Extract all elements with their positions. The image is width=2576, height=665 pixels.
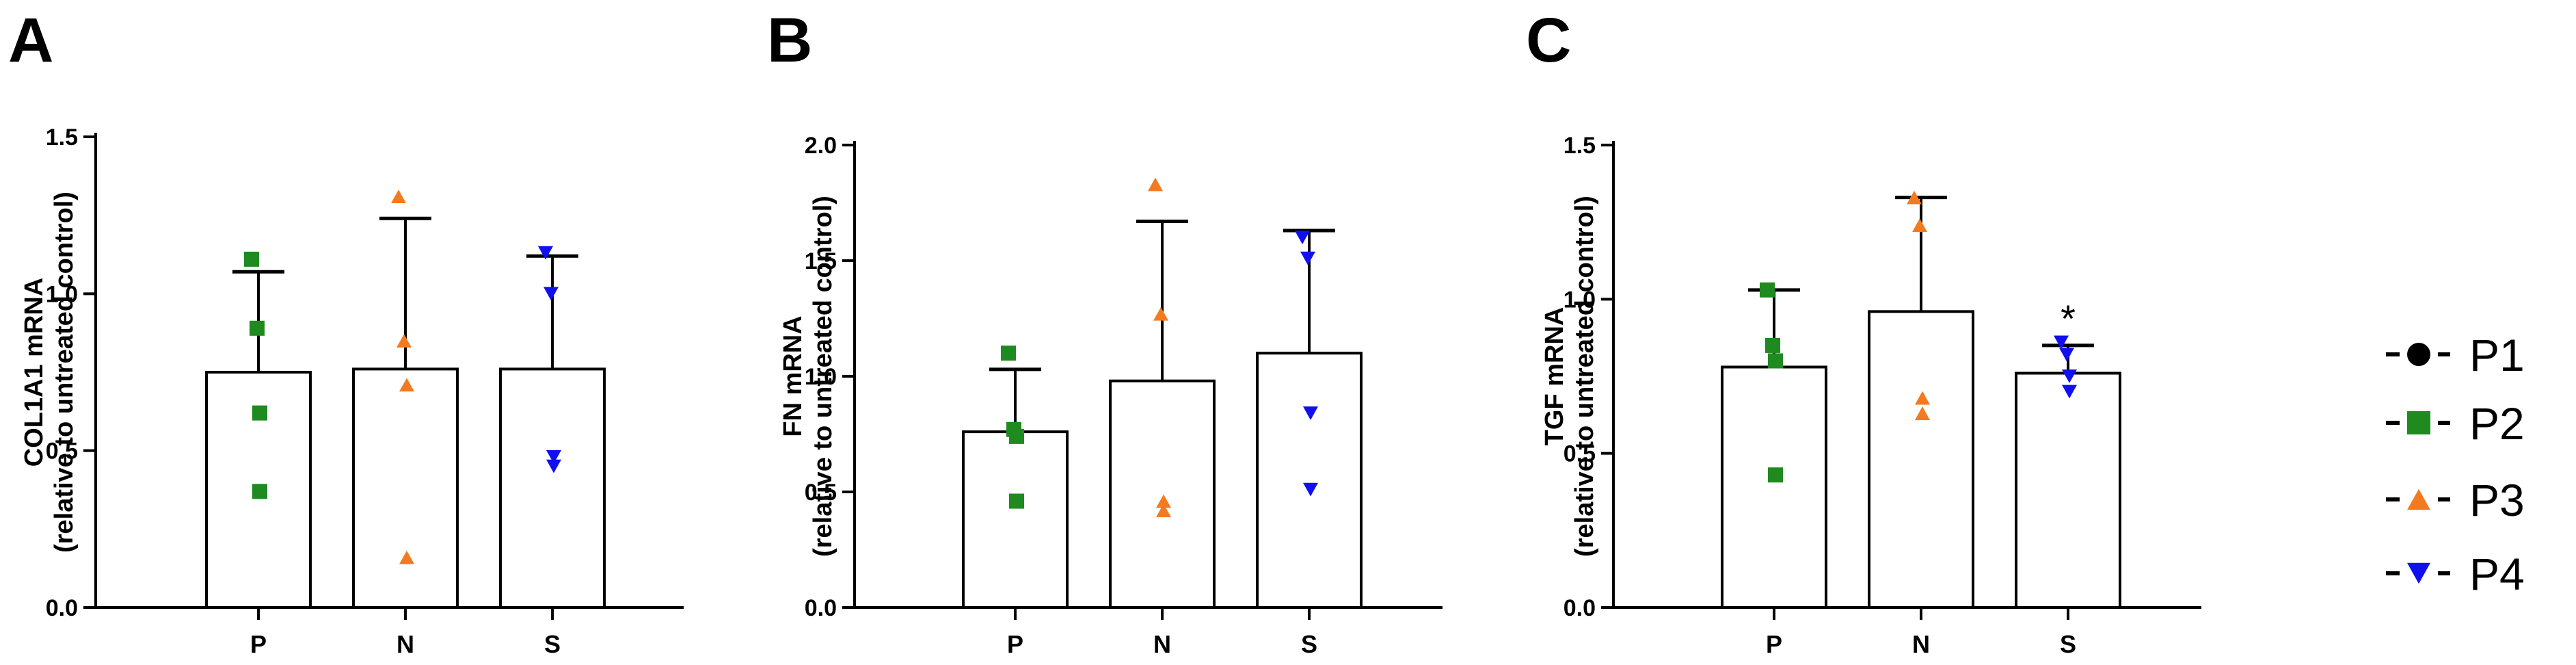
data-point-p3 — [1156, 504, 1171, 517]
data-point-p3 — [1156, 494, 1171, 508]
panel-letter: C — [1526, 5, 1571, 75]
data-point-p4 — [2062, 369, 2077, 383]
data-point-p4 — [2054, 335, 2069, 350]
y-tick-label: 1.5 — [1564, 133, 1596, 159]
legend: P1 P2 P3 P4 — [2386, 330, 2525, 599]
bar-s — [1256, 352, 1363, 609]
data-point-p2 — [1760, 282, 1775, 298]
data-point-p2 — [250, 320, 265, 336]
legend-marker-p4 — [2407, 562, 2430, 584]
data-point-p2 — [1768, 467, 1783, 483]
bar-n — [1109, 379, 1216, 609]
y-tick-label: 0.0 — [46, 595, 78, 621]
data-point-p2 — [252, 484, 267, 499]
data-point-p3 — [1915, 406, 1930, 420]
legend-label: P2 — [2469, 398, 2525, 449]
legend-marker-p3 — [2407, 488, 2430, 510]
bar-n — [352, 367, 459, 609]
data-point-p3 — [1153, 307, 1168, 321]
data-point-p3 — [397, 334, 412, 348]
data-point-p4 — [1303, 406, 1318, 420]
data-point-p2 — [252, 405, 267, 421]
data-point-p4 — [546, 449, 561, 464]
x-category-label: S — [2060, 630, 2076, 658]
x-category-label: N — [1912, 630, 1930, 658]
panel-letter: A — [8, 5, 53, 75]
y-tick-label: 1.0 — [46, 281, 78, 307]
data-point-p2 — [1009, 428, 1024, 444]
legend-item-p4: P4 — [2386, 549, 2525, 599]
y-axis-title: FN mRNA — [779, 315, 807, 436]
data-point-p4 — [2059, 348, 2074, 362]
data-point-p3 — [1148, 177, 1163, 192]
data-point-p2 — [1768, 353, 1783, 369]
data-point-p4 — [538, 246, 553, 260]
y-tick-label: 0.0 — [1564, 595, 1596, 621]
data-point-p4 — [546, 459, 561, 473]
data-point-p3 — [399, 550, 414, 564]
data-point-p2 — [1765, 337, 1780, 353]
x-category-label: P — [1007, 630, 1023, 658]
data-point-p4 — [1300, 251, 1315, 265]
data-point-p2 — [244, 251, 259, 267]
y-tick-label: 0.5 — [1564, 441, 1596, 467]
data-point-p3 — [1907, 190, 1922, 205]
y-axis-subtitle: (relative to untreated control) — [1570, 196, 1599, 557]
y-axis-title: COL1A1 mRNA — [20, 278, 49, 467]
x-category-label: P — [250, 630, 267, 658]
y-tick-label: 0.5 — [805, 480, 837, 506]
data-point-p3 — [399, 378, 414, 392]
data-point-p2 — [1009, 493, 1024, 509]
legend-item-p3: P3 — [2386, 475, 2525, 525]
legend-marker-p2 — [2407, 411, 2430, 434]
y-tick-label: 1.5 — [46, 125, 78, 151]
legend-label: P1 — [2469, 330, 2525, 380]
y-axis-subtitle: (relative to untreated control) — [50, 192, 79, 553]
legend-item-p2: P2 — [2386, 398, 2525, 449]
y-tick-label: 1.0 — [1564, 287, 1596, 313]
legend-marker-p1 — [2407, 343, 2430, 366]
panel-c: C TGF mRNA (relative to untreated control)… — [1526, 5, 2201, 658]
x-category-label: S — [1301, 630, 1317, 658]
y-axis-subtitle: (relative to untreated control) — [809, 196, 837, 557]
y-tick-label: 0.0 — [805, 595, 837, 621]
legend-item-p1: P1 — [2386, 330, 2525, 380]
data-point-p4 — [1303, 482, 1318, 497]
bar-p — [962, 430, 1069, 609]
data-point-p4 — [1295, 231, 1310, 245]
y-axis-title: TGF mRNA — [1540, 307, 1569, 446]
legend-label: P3 — [2469, 475, 2525, 525]
bar-n — [1868, 310, 1974, 609]
data-point-p4 — [544, 287, 559, 301]
bar-s — [499, 367, 606, 609]
y-tick-label: 1.5 — [805, 248, 837, 274]
significance-marker: * — [2061, 297, 2076, 340]
data-point-p3 — [1915, 391, 1930, 405]
bar-s — [2015, 371, 2121, 609]
x-category-label: N — [1153, 630, 1171, 658]
y-tick-label: 2.0 — [805, 133, 837, 159]
data-point-p3 — [1912, 218, 1927, 233]
data-point-p2 — [1001, 345, 1016, 361]
data-point-p3 — [391, 190, 406, 204]
x-category-label: S — [544, 630, 561, 658]
data-point-p4 — [2062, 384, 2077, 399]
panel-a: A COL1A1 mRNA (relative to untreated contr… — [8, 5, 684, 658]
y-tick-label: 1.0 — [805, 364, 837, 390]
y-tick-label: 0.5 — [46, 439, 78, 465]
x-category-label: P — [1766, 630, 1782, 658]
bar-p — [1721, 365, 1827, 609]
x-category-label: N — [397, 630, 414, 658]
panel-letter: B — [767, 5, 812, 75]
panel-b: BFN mRNA (relative to untreated control)0… — [767, 5, 1443, 658]
legend-label: P4 — [2469, 549, 2525, 599]
